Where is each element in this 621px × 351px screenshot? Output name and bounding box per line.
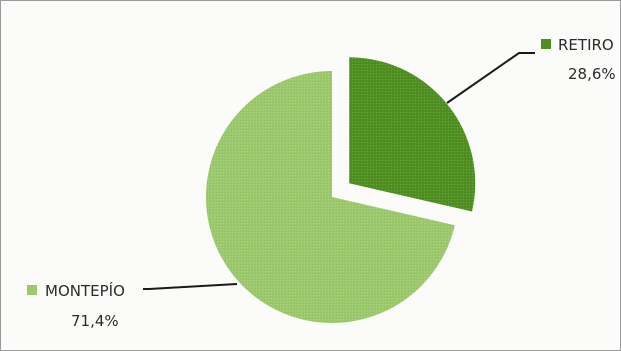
pie-slice-texture-retiro bbox=[349, 57, 476, 212]
retiro-value-label: 28,6% bbox=[568, 65, 616, 83]
pie-slice-texture-montepio bbox=[206, 71, 455, 323]
montepio-value-label: 71,4% bbox=[71, 312, 119, 330]
slices-layer bbox=[206, 57, 476, 323]
retiro-legend-swatch bbox=[541, 39, 551, 49]
montepio-legend-swatch bbox=[27, 285, 37, 295]
callouts-layer: RETIRO 28,6% MONTEPÍO 71,4% bbox=[27, 36, 616, 330]
retiro-label: RETIRO bbox=[558, 36, 614, 54]
retiro-leader-line bbox=[446, 52, 535, 104]
montepio-label: MONTEPÍO bbox=[45, 281, 125, 300]
montepio-leader-line bbox=[143, 283, 238, 290]
